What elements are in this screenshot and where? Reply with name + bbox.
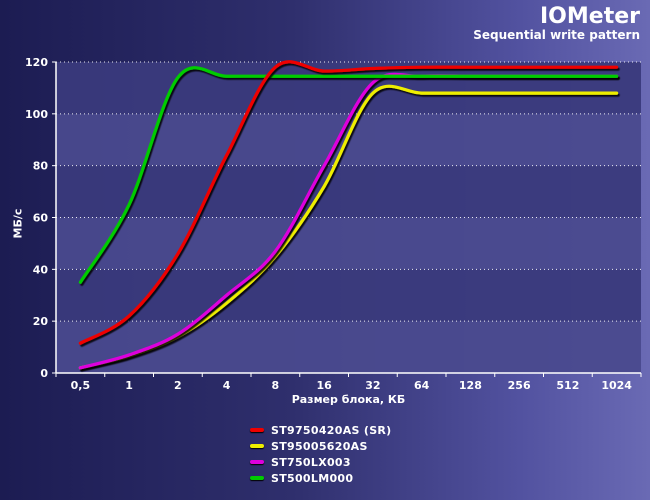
series-lines — [78, 60, 619, 370]
series-line — [78, 84, 619, 370]
legend-item: ST9750420AS (SR) — [250, 422, 392, 438]
axes — [52, 61, 642, 377]
legend-swatch — [250, 428, 264, 432]
x-tick-label: 64 — [414, 379, 430, 392]
y-tick-label: 0 — [40, 367, 48, 380]
y-tick-label: 40 — [33, 263, 49, 276]
legend-item: ST500LM000 — [250, 470, 392, 486]
legend-label: ST750LX003 — [271, 455, 351, 469]
tick-labels: 0 20 40 60 80 100 120 0,5 1 2 4 8 16 32 64 128 256 512 102… — [25, 56, 632, 392]
legend-label: ST95005620AS — [271, 439, 368, 453]
x-tick-label: 1 — [125, 379, 133, 392]
legend-label: ST500LM000 — [271, 471, 354, 485]
x-axis-label: Размер блока, КБ — [291, 393, 406, 406]
x-tick-label: 1024 — [601, 379, 632, 392]
plot-band — [56, 269, 641, 322]
plot-band — [56, 165, 641, 218]
x-tick-label: 32 — [365, 379, 380, 392]
y-tick-label: 120 — [25, 56, 48, 69]
x-tick-label: 0,5 — [71, 379, 91, 392]
grid-lines — [56, 61, 641, 322]
x-tick-label: 2 — [174, 379, 182, 392]
x-tick-label: 128 — [459, 379, 482, 392]
legend-item: ST95005620AS — [250, 438, 392, 454]
x-tick-label: 256 — [508, 379, 531, 392]
legend-item: ST750LX003 — [250, 454, 392, 470]
series-line — [78, 60, 619, 345]
x-tick-label: 512 — [556, 379, 579, 392]
y-tick-label: 100 — [25, 108, 48, 121]
y-tick-label: 20 — [33, 315, 49, 328]
plot-band — [56, 217, 641, 270]
y-tick-label: 80 — [33, 160, 49, 173]
legend-swatch — [250, 476, 264, 480]
series-line — [78, 66, 619, 284]
legend-swatch — [250, 460, 264, 464]
legend-swatch — [250, 444, 264, 448]
y-tick-label: 60 — [33, 212, 49, 225]
chart-title: IOMeter — [540, 4, 640, 29]
chart-subtitle: Sequential write pattern — [473, 28, 640, 42]
x-tick-label: 16 — [316, 379, 332, 392]
x-tick-label: 8 — [272, 379, 280, 392]
legend-label: ST9750420AS (SR) — [271, 423, 392, 437]
x-tick-label: 4 — [223, 379, 231, 392]
legend: ST9750420AS (SR) ST95005620AS ST750LX003… — [250, 422, 392, 486]
y-axis-label: МБ/с — [11, 208, 25, 239]
plot-band — [56, 321, 641, 373]
